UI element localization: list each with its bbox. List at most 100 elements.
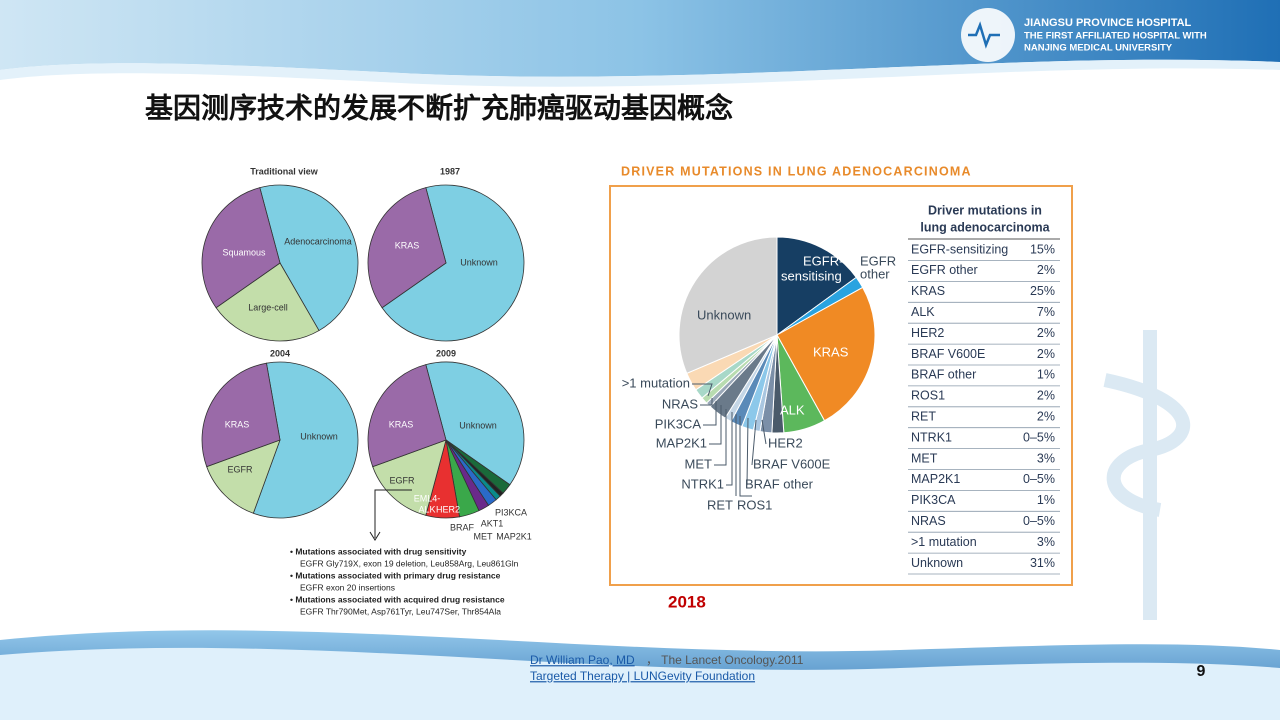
table-cell: RET — [911, 409, 936, 423]
table-cell: BRAF other — [911, 368, 976, 382]
table-cell: 2% — [1037, 326, 1055, 340]
top-band — [0, 0, 1280, 77]
pie-label: MET — [474, 531, 494, 541]
pie-slice — [206, 439, 281, 514]
table-cell: EGFR-sensitizing — [911, 242, 1008, 256]
pie-slice — [367, 187, 447, 309]
logo — [961, 8, 1015, 62]
table-cell: 0–5% — [1023, 514, 1055, 528]
pie-label: HER2 — [768, 435, 803, 450]
table-cell: 0–5% — [1023, 472, 1055, 486]
right-pie — [678, 236, 876, 434]
table-cell: 15% — [1030, 242, 1055, 256]
pie-label: EGFR — [227, 464, 253, 474]
source-link[interactable]: Targeted Therapy | LUNGevity Foundation — [530, 669, 755, 683]
pie-slice — [215, 262, 320, 342]
table-cell: NTRK1 — [911, 430, 952, 444]
pie-slice — [776, 236, 857, 336]
pie-label: Large-cell — [248, 302, 288, 312]
watermark — [1103, 330, 1191, 620]
table-cell: ROS1 — [911, 389, 945, 403]
note: EGFR exon 20 insertions — [300, 582, 395, 592]
table-cell: 3% — [1037, 451, 1055, 465]
pie-slice — [425, 361, 525, 486]
table-cell: 1% — [1037, 368, 1055, 382]
leader-lines — [692, 383, 767, 497]
pie-label: BRAF — [450, 522, 475, 532]
author[interactable]: Dr William Pao, MD — [530, 653, 635, 667]
pie-label: ALK — [418, 504, 435, 514]
note: EGFR Gly719X, exon 19 deletion, Leu858Ar… — [300, 558, 519, 568]
table-cell: >1 mutation — [911, 535, 977, 549]
pie-label: KRAS — [225, 419, 250, 429]
table-cell: Unknown — [911, 556, 963, 570]
pie-label: Squamous — [222, 247, 266, 257]
table-header: Driver mutations in — [928, 203, 1042, 217]
pie-label: EML4- — [414, 493, 441, 503]
pie-label: EGFR — [389, 475, 415, 485]
table-cell: NRAS — [911, 514, 946, 528]
pie-slice — [372, 439, 447, 516]
pie-title: 2004 — [270, 348, 290, 358]
note: • Mutations associated with acquired dru… — [290, 594, 505, 604]
author-link[interactable]: Dr William Pao, MD — [530, 653, 635, 667]
pie-label: BRAF other — [745, 476, 814, 491]
table: EGFR-sensitizing 15% EGFR other 2% KRAS 25% AL… — [908, 238, 1060, 575]
pie-title: Traditional view — [250, 166, 319, 176]
pie-label: MAP2K1 — [656, 435, 707, 450]
figure-heading: DRIVER MUTATIONS IN LUNG ADENOCARCINOMA — [621, 164, 972, 178]
pie-label: NTRK1 — [681, 476, 724, 491]
pie-label: Adenocarcinoma — [284, 236, 352, 246]
pie-label: MET — [685, 456, 713, 471]
pie-label: RET — [707, 497, 733, 512]
pie-slice — [259, 184, 359, 332]
pie-label: HER2 — [436, 504, 460, 514]
pie-title: 2009 — [436, 348, 456, 358]
citation: ， The Lancet Oncology.2011 — [646, 653, 804, 667]
table-cell: MET — [911, 451, 938, 465]
pie-title: 1987 — [440, 166, 460, 176]
pie-label: Unknown — [459, 420, 497, 430]
note: EGFR Thr790Met, Asp761Tyr, Leu747Ser, Th… — [300, 606, 501, 616]
notes: • Mutations associated with drug sensiti… — [290, 546, 519, 616]
pie-label: PIK3CA — [655, 416, 702, 431]
source[interactable]: Targeted Therapy | LUNGevity Foundation — [530, 669, 755, 683]
table-cell: 2% — [1037, 263, 1055, 277]
pie-label: KRAS — [389, 419, 414, 429]
table-cell: 2% — [1037, 389, 1055, 403]
table-cell: 31% — [1030, 556, 1055, 570]
pie-label: MAP2K1 — [496, 531, 532, 541]
pie-label: AKT1 — [481, 518, 504, 528]
pie-slice — [367, 364, 447, 468]
table-cell: 2% — [1037, 347, 1055, 361]
note: • Mutations associated with drug sensiti… — [290, 546, 467, 556]
table-cell: 0–5% — [1023, 430, 1055, 444]
pie-label: Unknown — [697, 307, 751, 322]
table-cell: BRAF V600E — [911, 347, 985, 361]
table-cell: 25% — [1030, 284, 1055, 298]
hospital-line: NANJING MEDICAL UNIVERSITY — [1024, 43, 1173, 54]
pie-slice — [201, 187, 281, 309]
table-cell: PIK3CA — [911, 493, 956, 507]
table-cell: MAP2K1 — [911, 472, 960, 486]
table-cell: 7% — [1037, 305, 1055, 319]
pie-slice — [201, 362, 281, 468]
pie-slice — [678, 236, 778, 374]
slide-title: 基因测序技术的发展不断扩充肺癌驱动基因概念 — [145, 91, 733, 123]
note: • Mutations associated with primary drug… — [290, 570, 501, 580]
table-cell: HER2 — [911, 326, 944, 340]
pie-slice — [381, 184, 525, 342]
table-cell: KRAS — [911, 284, 945, 298]
page-number: 9 — [1197, 663, 1206, 680]
year: 2018 — [668, 592, 706, 611]
table-cell: ALK — [911, 305, 935, 319]
pie-label: Unknown — [460, 257, 498, 267]
pie-label: >1 mutation — [622, 375, 690, 390]
pie-label: NRAS — [662, 396, 698, 411]
pie-label: BRAF V600E — [753, 456, 831, 471]
pie-label: EGFR — [860, 253, 896, 268]
arrow — [369, 489, 412, 541]
pie-label: sensitising — [781, 268, 842, 283]
left-figure — [201, 184, 525, 519]
